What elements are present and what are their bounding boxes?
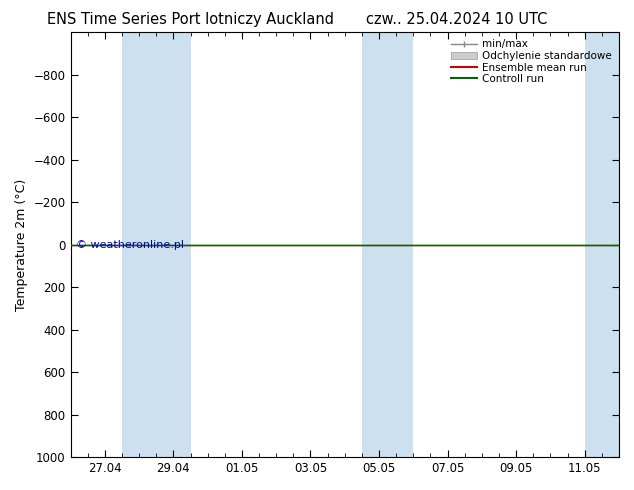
Bar bbox=[362, 32, 413, 457]
Y-axis label: Temperature 2m (°C): Temperature 2m (°C) bbox=[15, 178, 28, 311]
Text: ENS Time Series Port lotniczy Auckland: ENS Time Series Port lotniczy Auckland bbox=[47, 12, 333, 27]
Legend: min/max, Odchylenie standardowe, Ensemble mean run, Controll run: min/max, Odchylenie standardowe, Ensembl… bbox=[449, 37, 614, 86]
Bar bbox=[585, 32, 619, 457]
Bar bbox=[122, 32, 190, 457]
Text: czw.. 25.04.2024 10 UTC: czw.. 25.04.2024 10 UTC bbox=[366, 12, 547, 27]
Text: © weatheronline.pl: © weatheronline.pl bbox=[76, 240, 184, 249]
